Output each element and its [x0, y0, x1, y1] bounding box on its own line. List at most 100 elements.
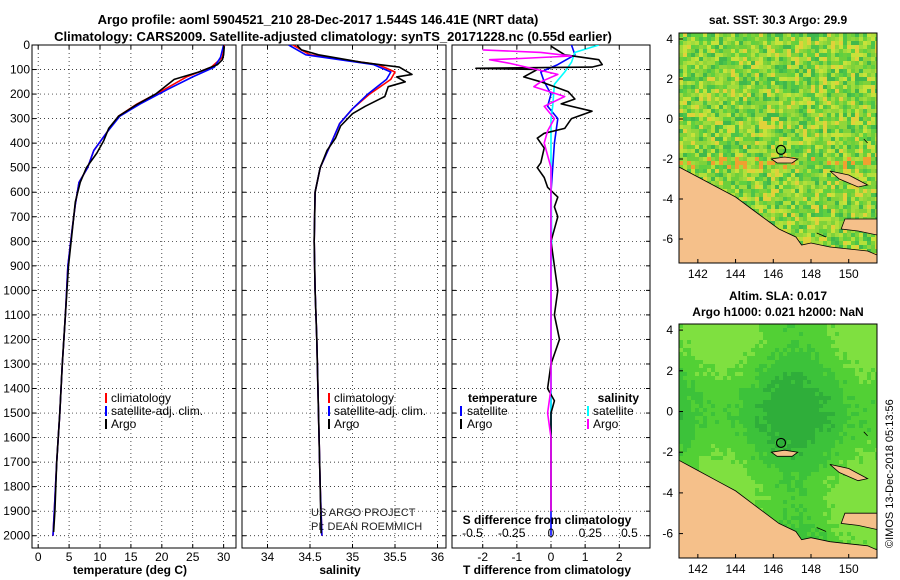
map-pixel [815, 452, 819, 456]
map-pixel [755, 456, 759, 460]
map-pixel [807, 89, 811, 93]
map-pixel [791, 424, 795, 428]
map-pixel [851, 352, 855, 356]
map-pixel [867, 109, 871, 113]
map-pixel [843, 444, 847, 448]
map-pixel [687, 444, 691, 448]
map-pixel [779, 372, 783, 376]
map-pixel [819, 177, 823, 181]
map-pixel [799, 448, 803, 452]
map-pixel [867, 356, 871, 360]
map-pixel [783, 436, 787, 440]
map-pixel [855, 133, 859, 137]
map-pixel [743, 45, 747, 49]
map-pixel [835, 169, 839, 173]
map-pixel [755, 380, 759, 384]
map-pixel [827, 177, 831, 181]
map-pixel [739, 185, 743, 189]
map-pixel [823, 165, 827, 169]
map-pixel [691, 41, 695, 45]
map-pixel [679, 456, 683, 460]
map-pixel [707, 336, 711, 340]
map-pixel [847, 396, 851, 400]
map-pixel [779, 356, 783, 360]
map-pixel [703, 428, 707, 432]
map-pixel [707, 344, 711, 348]
map-pixel [779, 360, 783, 364]
map-pixel [799, 340, 803, 344]
map-pixel [743, 201, 747, 205]
map-pixel [683, 153, 687, 157]
map-pixel [835, 193, 839, 197]
map-pixel [839, 336, 843, 340]
map-pixel [707, 113, 711, 117]
s-diff-xtick-label: -0.25 [498, 526, 526, 540]
map-pixel [851, 141, 855, 145]
map-pixel [719, 181, 723, 185]
map-pixel [807, 141, 811, 145]
map-pixel [771, 460, 775, 464]
map-pixel [751, 125, 755, 129]
map-pixel [863, 352, 867, 356]
map-pixel [815, 364, 819, 368]
map-pixel [723, 372, 727, 376]
map-pixel [723, 404, 727, 408]
map-pixel [831, 45, 835, 49]
map-pixel [787, 456, 791, 460]
map-pixel [835, 97, 839, 101]
map-pixel [875, 348, 877, 352]
map-pixel [755, 45, 759, 49]
map-pixel [811, 400, 815, 404]
map-pixel [875, 368, 877, 372]
map-pixel [779, 209, 783, 213]
map-pixel [859, 37, 863, 41]
map-pixel [827, 412, 831, 416]
map-pixel [811, 61, 815, 65]
map-pixel [783, 197, 787, 201]
map-pixel [735, 424, 739, 428]
map-pixel [719, 364, 723, 368]
map-pixel [835, 69, 839, 73]
map-pixel [739, 332, 743, 336]
map-pixel [871, 89, 875, 93]
map-pixel [679, 384, 683, 388]
map-pixel [691, 145, 695, 149]
map-pixel [699, 141, 703, 145]
map-pixel [743, 340, 747, 344]
map-pixel [799, 400, 803, 404]
map-pixel [871, 205, 875, 209]
map-pixel [871, 97, 875, 101]
map-pixel [735, 420, 739, 424]
map-pixel [791, 105, 795, 109]
map-pixel [683, 165, 687, 169]
map-pixel [799, 444, 803, 448]
map-pixel [851, 145, 855, 149]
map-pixel [815, 221, 819, 225]
map-pixel [711, 121, 715, 125]
map-pixel [803, 81, 807, 85]
map-pixel [679, 392, 683, 396]
map-pixel [775, 352, 779, 356]
s-diff-xtick-label: 0.5 [621, 526, 638, 540]
map-pixel [799, 392, 803, 396]
map-pixel [815, 193, 819, 197]
map-pixel [707, 85, 711, 89]
map-pixel [715, 452, 719, 456]
map-pixel [871, 101, 875, 105]
map-pixel [695, 157, 699, 161]
map-pixel [799, 408, 803, 412]
map-pixel [759, 65, 763, 69]
map-pixel [823, 340, 827, 344]
map-pixel [815, 368, 819, 372]
map-pixel [823, 348, 827, 352]
map-pixel [835, 85, 839, 89]
map-pixel [795, 193, 799, 197]
legend-label: climatology [334, 391, 394, 405]
map-pixel [719, 37, 723, 41]
map-pixel [803, 376, 807, 380]
map-pixel [691, 53, 695, 57]
map-pixel [803, 444, 807, 448]
map-pixel [707, 105, 711, 109]
map-pixel [679, 165, 683, 169]
